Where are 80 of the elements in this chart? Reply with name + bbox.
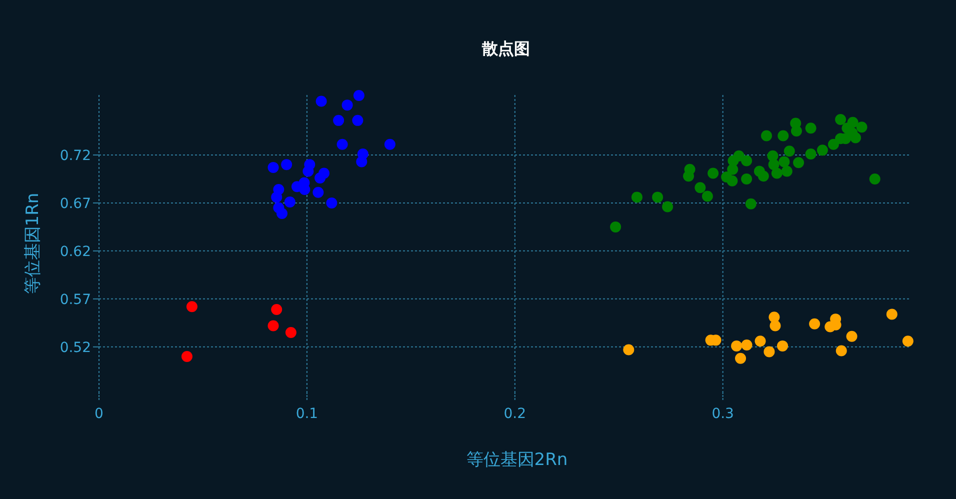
- point: [777, 340, 788, 352]
- point: [754, 336, 766, 347]
- point: [816, 144, 828, 156]
- point: [768, 159, 780, 170]
- point: [702, 190, 713, 202]
- point: [778, 156, 790, 168]
- x-tick-label: 0.1: [296, 406, 318, 422]
- point: [846, 330, 858, 342]
- point: [316, 96, 327, 107]
- point: [781, 166, 792, 177]
- point: [761, 130, 772, 142]
- point: [352, 114, 364, 126]
- point: [784, 146, 795, 157]
- point: [745, 198, 756, 210]
- point: [741, 173, 752, 184]
- point: [268, 162, 279, 173]
- point: [662, 201, 674, 212]
- x-tick-label: 0.2: [504, 406, 526, 422]
- point: [847, 116, 858, 128]
- point: [735, 352, 746, 364]
- point: [836, 345, 847, 356]
- point: [271, 304, 282, 315]
- point: [694, 182, 706, 194]
- y-tick-label: 0.57: [60, 292, 91, 308]
- point: [281, 159, 292, 170]
- x-axis-title: 等位基因2Rn: [466, 450, 568, 470]
- point: [856, 122, 868, 133]
- point: [726, 175, 738, 186]
- point: [805, 122, 816, 134]
- point: [809, 318, 820, 330]
- chart-title: 散点图: [481, 39, 530, 58]
- y-tick-label: 0.67: [60, 196, 91, 212]
- y-tick-label: 0.52: [60, 340, 91, 356]
- point: [384, 138, 396, 150]
- point: [326, 197, 338, 208]
- point: [902, 336, 914, 347]
- x-tick-label: 0.3: [712, 406, 734, 422]
- point: [828, 138, 839, 150]
- point: [353, 90, 364, 101]
- point: [342, 100, 353, 111]
- point: [302, 166, 314, 177]
- point: [268, 320, 279, 332]
- point: [271, 192, 282, 203]
- y-axis-title: 等位基因1Rn: [23, 192, 43, 294]
- point: [631, 192, 642, 203]
- y-tick-label: 0.72: [60, 148, 91, 164]
- point: [285, 327, 296, 338]
- point: [336, 138, 348, 150]
- point: [731, 340, 742, 352]
- point: [652, 192, 664, 203]
- point: [793, 157, 804, 168]
- y-tick-label: 0.62: [60, 244, 91, 260]
- point: [835, 114, 846, 125]
- point: [741, 155, 752, 166]
- point: [683, 170, 694, 182]
- point: [758, 170, 769, 182]
- point: [708, 168, 719, 179]
- point: [276, 208, 288, 220]
- point: [771, 168, 782, 179]
- point: [733, 150, 744, 162]
- point: [741, 339, 752, 350]
- point: [869, 173, 880, 184]
- point: [805, 148, 816, 160]
- point: [356, 156, 368, 168]
- point: [764, 346, 775, 358]
- point: [284, 196, 296, 208]
- point: [850, 132, 862, 144]
- point: [770, 320, 781, 332]
- point: [623, 344, 634, 356]
- point: [314, 172, 326, 184]
- point: [181, 350, 192, 362]
- x-tick-label: 0: [94, 406, 104, 422]
- point: [790, 125, 802, 136]
- point: [610, 221, 622, 232]
- point: [778, 130, 789, 142]
- point: [299, 184, 310, 196]
- point: [886, 308, 898, 320]
- point: [186, 301, 198, 312]
- point: [333, 114, 344, 126]
- point: [312, 186, 324, 198]
